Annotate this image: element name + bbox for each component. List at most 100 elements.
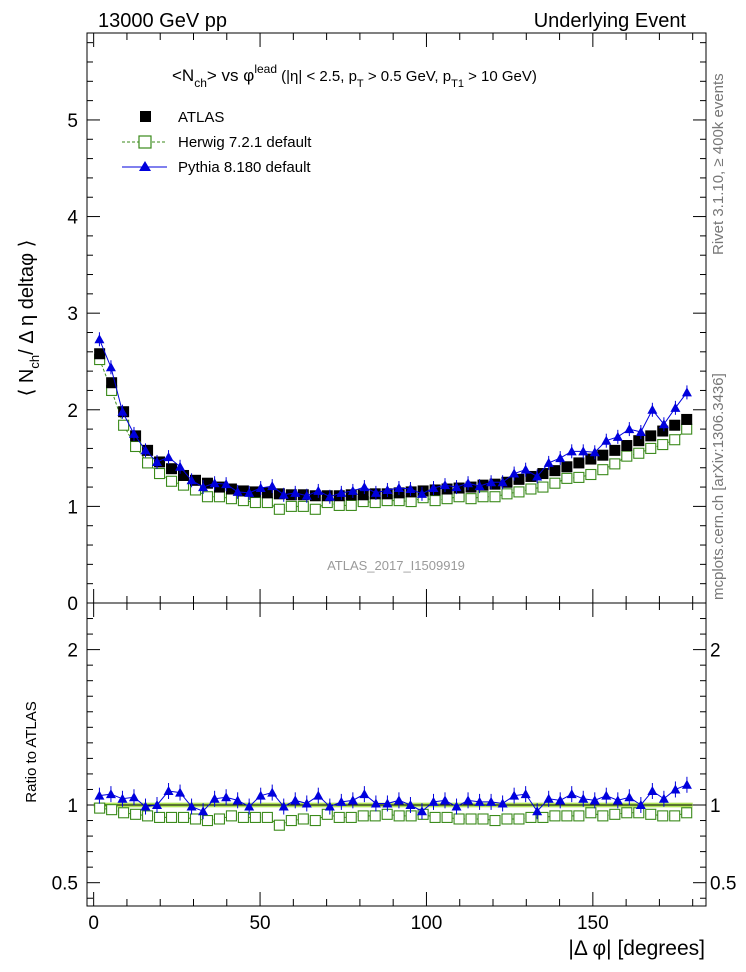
- ratio-y-axis-label: Ratio to ATLAS: [23, 701, 40, 802]
- herwig-ratio-point: [597, 810, 609, 822]
- pythia-point: [244, 487, 255, 497]
- atlas-point: [645, 430, 657, 442]
- ratio-series-layer: [94, 776, 693, 831]
- pythia-point: [152, 456, 163, 466]
- herwig-ratio-point: [585, 807, 597, 819]
- herwig-point: [429, 495, 441, 507]
- herwig-ratio-point: [633, 807, 645, 819]
- pythia-point: [635, 427, 646, 436]
- herwig-ratio-point: [130, 808, 142, 820]
- herwig-point: [261, 496, 273, 509]
- herwig-point: [657, 439, 669, 451]
- main-y-axis-label: ⟨ Nch/ Δ η deltaφ ⟩: [16, 240, 42, 397]
- ratio-ytick-label-right: 1: [710, 796, 721, 817]
- herwig-ratio-point: [609, 808, 621, 820]
- pythia-ratio-point: [601, 790, 612, 800]
- pythia-ratio-point: [532, 806, 543, 816]
- herwig-point: [177, 479, 190, 491]
- pythia-point: [589, 447, 600, 457]
- herwig-ratio-point: [261, 811, 273, 823]
- pythia-point: [486, 477, 497, 487]
- herwig-point: [297, 500, 309, 512]
- pythia-ratio-point: [324, 801, 335, 811]
- herwig-point: [237, 495, 249, 507]
- pythia-ratio-point: [359, 789, 370, 799]
- herwig-ratio-point: [669, 810, 681, 822]
- main-ytick-label: 5: [67, 111, 78, 132]
- herwig-ratio-point: [106, 804, 118, 816]
- pythia-point: [601, 435, 612, 445]
- atlas-point: [166, 463, 178, 475]
- pythia-ratio-point: [670, 784, 681, 794]
- pythia-ratio-point: [209, 793, 220, 803]
- pythia-ratio-point: [497, 798, 508, 808]
- pythia-ratio-point: [105, 789, 116, 799]
- herwig-point: [501, 488, 513, 500]
- herwig-ratio-point: [94, 802, 106, 814]
- pythia-point: [451, 482, 462, 492]
- herwig-ratio-point: [441, 811, 453, 823]
- pythia-ratio-point: [278, 801, 289, 811]
- pythia-point: [624, 424, 635, 434]
- pythia-point: [198, 482, 209, 492]
- pythia-ratio-point: [520, 789, 531, 799]
- header-energy-label: 13000 GeV pp: [98, 10, 227, 32]
- header-process-label: Underlying Event: [534, 10, 687, 32]
- atlas-point: [657, 425, 669, 437]
- herwig-point: [213, 491, 226, 503]
- herwig-ratio-point: [297, 813, 309, 825]
- herwig-ratio-point: [118, 807, 130, 819]
- pythia-ratio-point: [94, 790, 105, 800]
- herwig-point: [165, 475, 178, 487]
- pythia-point: [647, 404, 658, 414]
- atlas-point: [633, 435, 645, 447]
- herwig-ratio-point: [465, 813, 477, 825]
- herwig-point: [309, 503, 321, 515]
- pythia-point: [497, 477, 508, 487]
- xtick-label: 0: [88, 913, 99, 934]
- pythia-point: [105, 362, 116, 372]
- herwig-point: [130, 440, 142, 453]
- pythia-point: [405, 484, 416, 493]
- atlas-point: [489, 478, 501, 490]
- pythia-line: [98, 339, 688, 498]
- pythia-ratio-point: [428, 796, 439, 806]
- herwig-ratio-point: [321, 808, 333, 820]
- herwig-ratio-point: [213, 813, 226, 825]
- herwig-point: [142, 457, 154, 469]
- atlas-point: [561, 461, 573, 473]
- pythia-point: [428, 483, 439, 493]
- pythia-ratio-point: [647, 786, 658, 796]
- main-ytick-label: 1: [67, 497, 78, 518]
- pythia-point: [555, 453, 566, 463]
- herwig-ratio-point: [477, 813, 489, 825]
- pythia-point: [324, 491, 335, 501]
- herwig-ratio-point: [237, 811, 249, 823]
- atlas-point: [261, 487, 273, 499]
- legend: ATLAS Herwig 7.2.1 default Pythia 8.180 …: [122, 109, 312, 176]
- atlas-point: [178, 469, 190, 481]
- herwig-point: [477, 491, 489, 503]
- herwig-ratio-point: [225, 810, 237, 822]
- pythia-ratio-point: [589, 795, 600, 805]
- atlas-point: [249, 486, 261, 498]
- pythia-point: [543, 457, 554, 467]
- pythia-ratio-point: [370, 798, 381, 808]
- pythia-ratio-point: [347, 795, 358, 805]
- herwig-ratio-point: [453, 813, 465, 825]
- pythia-point: [140, 445, 151, 455]
- herwig-ratio-point: [561, 810, 573, 822]
- herwig-ratio-point: [681, 807, 693, 819]
- herwig-point: [645, 442, 657, 454]
- analysis-watermark: ATLAS_2017_I1509919: [327, 558, 465, 573]
- pythia-ratio-point: [658, 793, 669, 803]
- herwig-ratio-point: [657, 810, 669, 822]
- pythia-ratio-point: [244, 801, 255, 811]
- pythia-ratio-point: [175, 787, 186, 797]
- herwig-point: [273, 503, 285, 515]
- atlas-point: [621, 440, 633, 452]
- main-ytick-label: 0: [67, 594, 78, 615]
- herwig-ratio-point: [165, 811, 178, 823]
- pythia-point: [670, 402, 681, 412]
